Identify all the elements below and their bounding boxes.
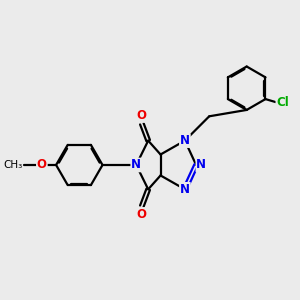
Text: N: N — [180, 183, 190, 196]
Text: Cl: Cl — [276, 96, 289, 109]
Text: O: O — [136, 208, 146, 221]
Text: N: N — [131, 158, 141, 172]
Text: O: O — [37, 158, 47, 172]
Text: N: N — [196, 158, 206, 172]
Text: O: O — [136, 109, 146, 122]
Text: N: N — [180, 134, 190, 147]
Text: CH₃: CH₃ — [3, 160, 22, 170]
